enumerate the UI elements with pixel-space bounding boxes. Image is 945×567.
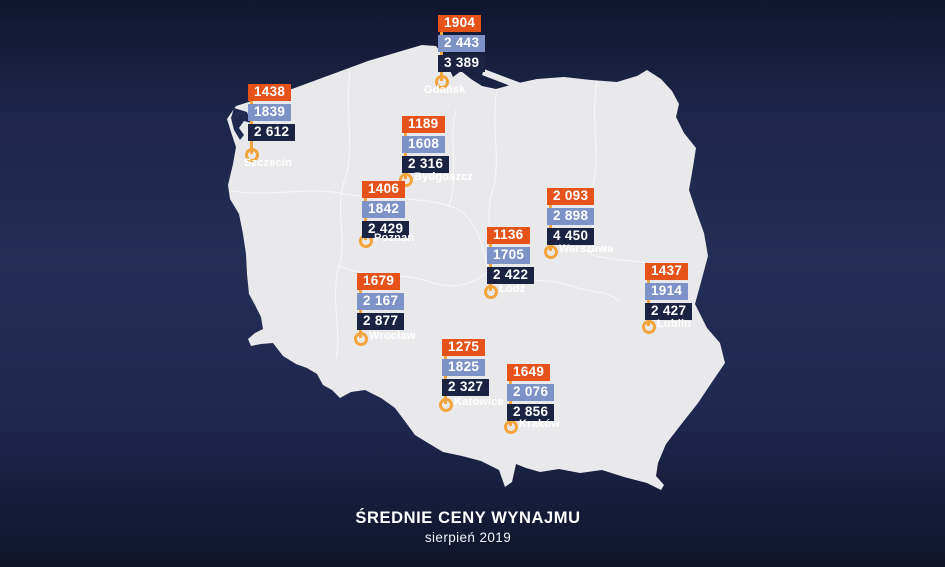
price-tag-blue: 1842 xyxy=(362,201,406,218)
city-label: Poznań xyxy=(374,232,415,244)
city-marker-icon xyxy=(642,320,656,334)
price-tag-navy: 2 612 xyxy=(248,124,296,141)
city-label: Szczecin xyxy=(244,157,293,169)
hel-peninsula xyxy=(482,69,521,88)
price-tag-navy: 2 327 xyxy=(442,379,490,396)
chart-title: ŚREDNIE CENY WYNAJMU xyxy=(355,509,581,527)
price-tag-orange: 1275 xyxy=(442,339,486,356)
price-tag-orange: 2 093 xyxy=(547,188,595,205)
chart-title-block: ŚREDNIE CENY WYNAJMU sierpień 2019 xyxy=(355,509,580,545)
city-label: Bydgoszcz xyxy=(414,171,474,183)
price-tag-orange: 1649 xyxy=(507,364,551,381)
price-tag-navy: 3 389 xyxy=(438,55,486,72)
city-wroclaw: 1679 2 167 2 877 Wrocław xyxy=(354,273,415,346)
price-tag-navy: 2 422 xyxy=(487,267,535,284)
city-krakow: 1649 2 076 2 856 Kraków xyxy=(504,364,560,434)
price-tag-orange: 1189 xyxy=(402,116,445,133)
price-tag-navy: 4 450 xyxy=(547,228,595,245)
price-tag-blue: 1825 xyxy=(442,359,486,376)
price-tag-blue: 2 443 xyxy=(438,35,486,52)
price-tag-blue: 1914 xyxy=(645,283,689,300)
city-label: Gdańsk xyxy=(424,84,466,96)
city-warszawa: 2 093 2 898 4 450 Warszawa xyxy=(544,188,613,259)
city-label: Warszawa xyxy=(559,243,614,255)
city-label: Katowice xyxy=(454,396,504,408)
poland-outline xyxy=(227,45,725,490)
price-tag-orange: 1437 xyxy=(645,263,689,280)
city-label: Lublin xyxy=(657,318,692,330)
price-tag-navy: 2 316 xyxy=(402,156,450,173)
city-marker-icon xyxy=(354,332,368,346)
city-bydgoszcz: 1189 1608 2 316 Bydgoszcz xyxy=(399,116,473,187)
price-tag-blue: 2 167 xyxy=(357,293,405,310)
city-marker-icon xyxy=(504,420,518,434)
city-szczecin: 1438 1839 2 612 Szczecin xyxy=(244,84,296,169)
city-lublin: 1437 1914 2 427 Lublin xyxy=(642,263,693,334)
city-poznan: 1406 1842 2 429 Poznań xyxy=(359,181,414,248)
city-label: Wrocław xyxy=(369,330,416,342)
city-marker-icon xyxy=(484,285,498,299)
city-label: Kraków xyxy=(519,418,560,430)
price-tag-navy: 2 856 xyxy=(507,404,555,421)
price-tag-blue: 1608 xyxy=(402,136,446,153)
price-tag-navy: 2 427 xyxy=(645,303,693,320)
price-tag-navy: 2 429 xyxy=(362,221,410,238)
price-tag-blue: 1705 xyxy=(487,247,531,264)
city-katowice: 1275 1825 2 327 Katowice xyxy=(439,339,504,412)
city-lodz: 1136 1705 2 422 Łódź xyxy=(484,227,535,299)
city-marker-icon xyxy=(435,75,449,89)
city-marker-icon xyxy=(399,173,413,187)
voivodeship-borders xyxy=(230,71,663,359)
price-tag-blue: 2 898 xyxy=(547,208,595,225)
szczecin-lagoon xyxy=(231,108,251,140)
price-tag-blue: 1839 xyxy=(248,104,292,121)
city-marker-icon xyxy=(439,398,453,412)
price-tag-orange: 1904 xyxy=(438,15,482,32)
city-marker-icon xyxy=(245,148,259,162)
price-tag-blue: 2 076 xyxy=(507,384,555,401)
chart-subtitle: sierpień 2019 xyxy=(424,530,512,545)
city-label: Łódź xyxy=(499,283,526,295)
price-tag-orange: 1438 xyxy=(248,84,292,101)
price-tag-orange: 1679 xyxy=(357,273,401,290)
price-tag-navy: 2 877 xyxy=(357,313,405,330)
city-marker-icon xyxy=(544,245,558,259)
city-gdansk: 1904 2 443 3 389 Gdańsk xyxy=(424,15,486,96)
price-tag-orange: 1406 xyxy=(362,181,406,198)
price-tag-orange: 1136 xyxy=(487,227,530,244)
